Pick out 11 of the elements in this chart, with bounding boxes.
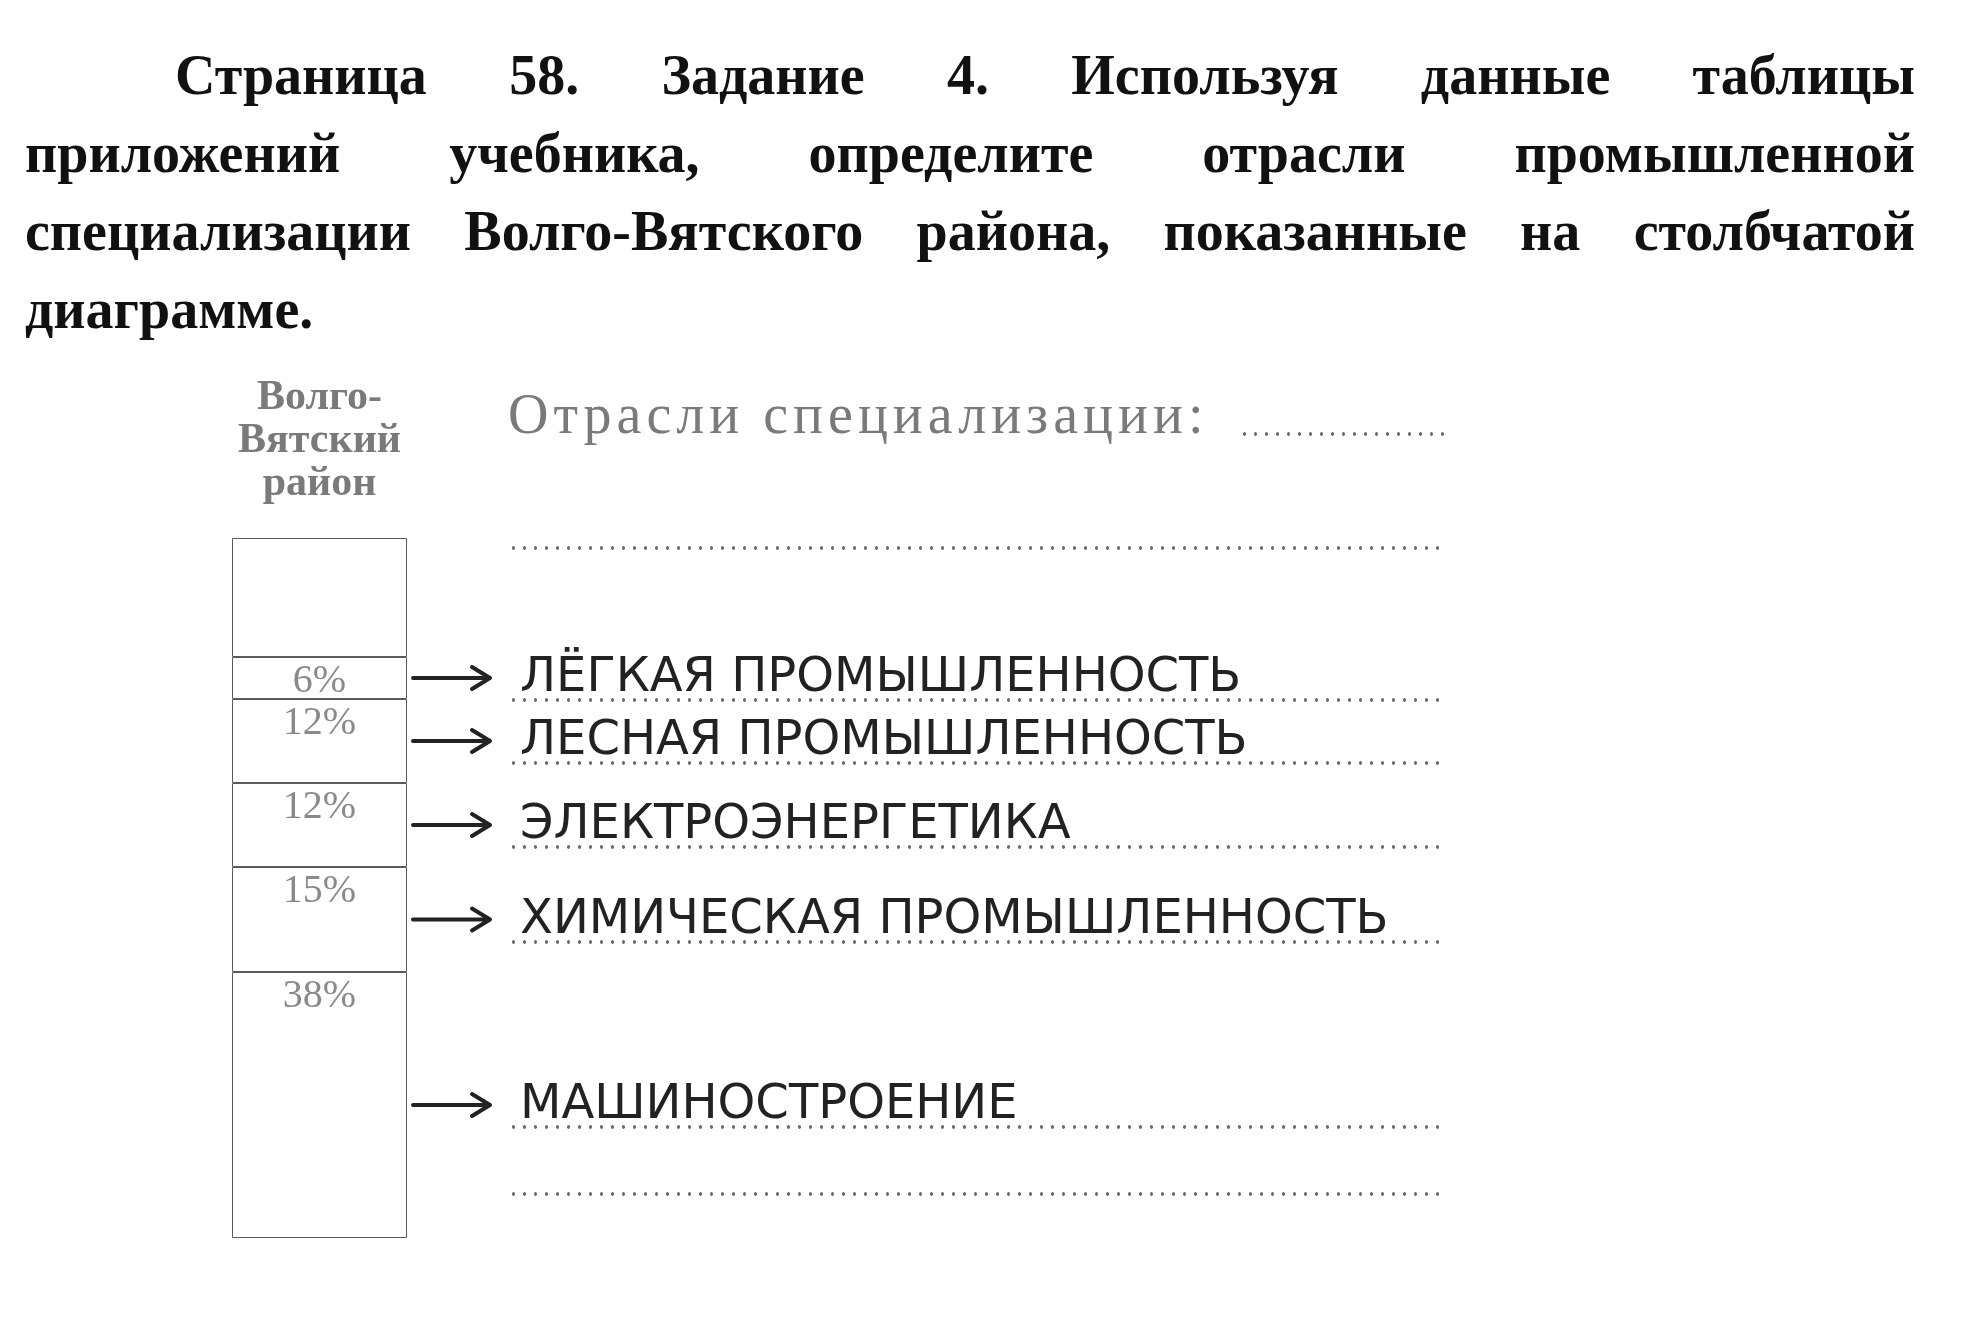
text: ХИМИЧЕСКАЯ ПРОМЫШЛЕННОСТЬ [520,887,1389,944]
text: Страница 58. Задание 4. Используя данные таблицы приложений учебника, определите отрасли промышленной специализации Волго-Вятского района, показанные на столбчатой диаграмме. [25,43,1915,342]
data-label: 15% [282,865,357,911]
text: Отрасли специализации: [508,382,1209,446]
data-label: 12% [282,781,357,827]
x-tick-label: Волго-Вятский район [237,371,402,504]
text: ЛЕСНАЯ ПРОМЫШЛЕННОСТЬ [520,709,1248,765]
text: ЛЁГКАЯ ПРОМЫШЛЕННОСТЬ [520,646,1242,702]
data-label: 38% [282,970,357,1016]
text: МАШИНОСТРОЕНИЕ [520,1073,1018,1129]
text: ЭЛЕКТРОЭНЕРГЕТИКА [520,793,1071,849]
